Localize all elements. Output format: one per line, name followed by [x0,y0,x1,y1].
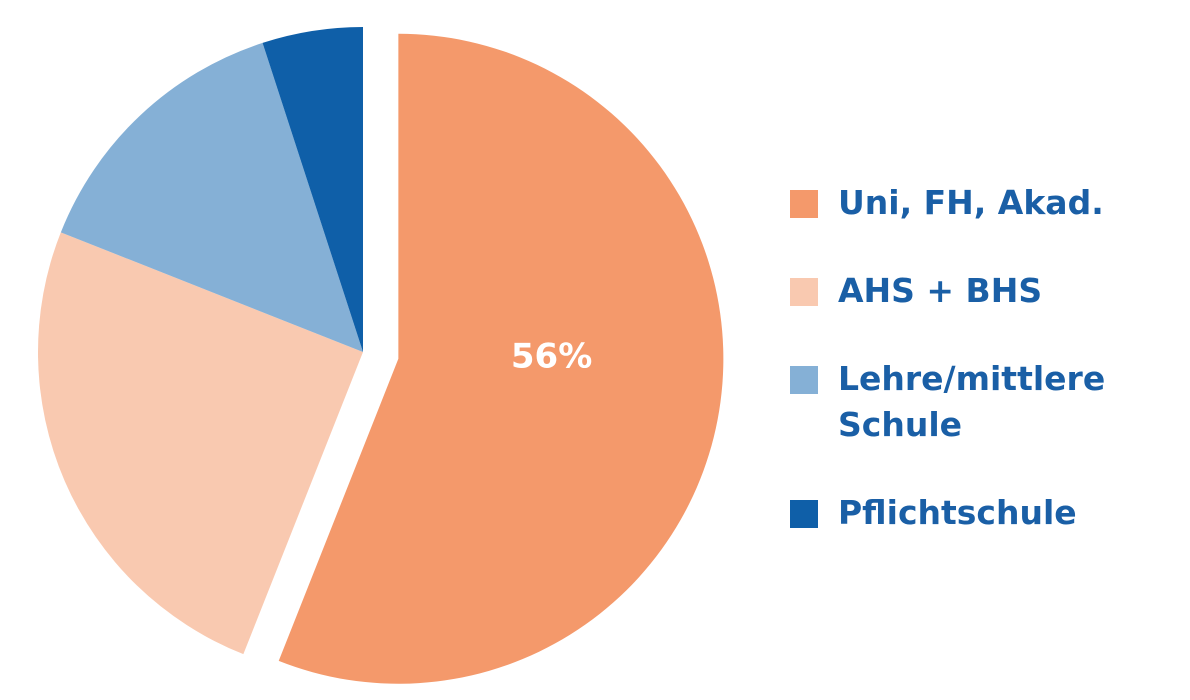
legend-item: AHS + BHS [790,268,1180,314]
value-label: 56% [511,336,592,376]
legend-item: Uni, FH, Akad. [790,180,1180,226]
pie-slice [278,33,724,684]
pie-slice [60,42,364,353]
chart: 56% [38,27,724,684]
legend-label: Pflichtschule [838,493,1077,532]
legend-swatch [790,500,818,528]
legend-swatch [790,278,818,306]
legend-label: Uni, FH, Akad. [838,183,1104,222]
legend-swatch [790,366,818,394]
legend-item: Pflichtschule [790,490,1180,536]
pie-slice [262,27,363,352]
legend-item: Lehre/mittlere Schule [790,356,1180,448]
legend-label: Lehre/mittlere Schule [838,359,1106,444]
legend-label: AHS + BHS [838,271,1043,310]
legend-swatch [790,190,818,218]
legend: Uni, FH, Akad. AHS + BHS Lehre/mittlere Sc… [790,180,1180,578]
pie-slice [38,232,363,655]
